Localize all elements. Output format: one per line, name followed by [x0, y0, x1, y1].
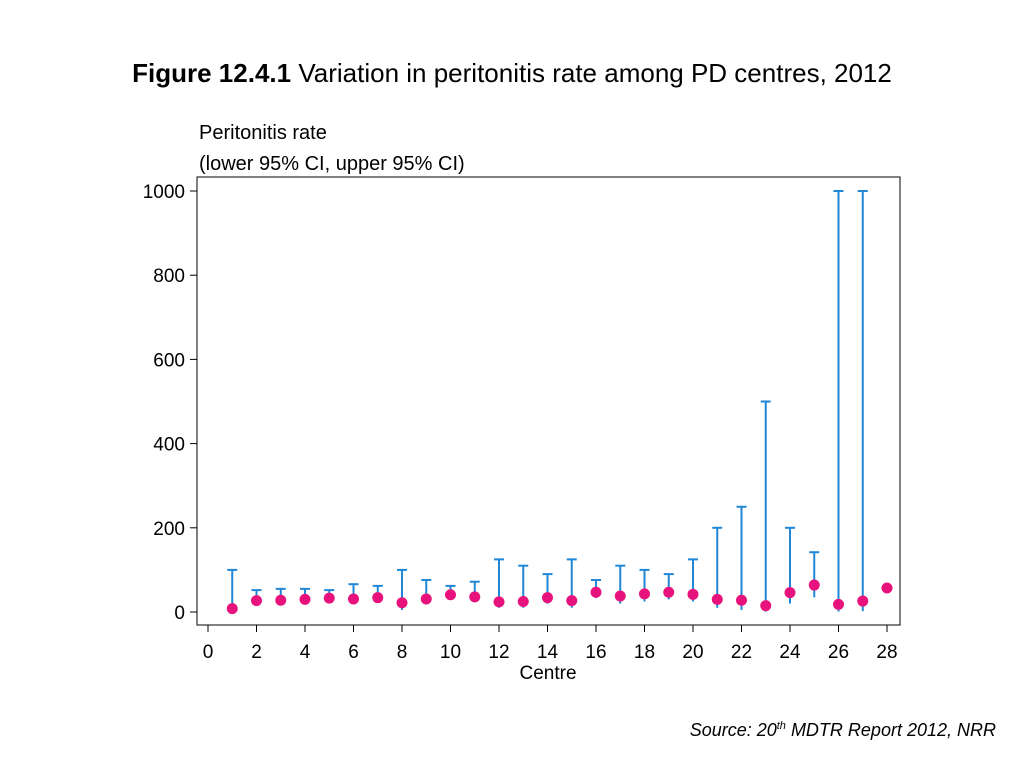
rate-point — [663, 586, 675, 598]
y-axis-label-line2: (lower 95% CI, upper 95% CI) — [199, 153, 465, 175]
x-tick-label: 28 — [876, 642, 897, 663]
x-tick-label: 26 — [828, 642, 849, 663]
y-axis-label: Peritonitis rate (lower 95% CI, upper 95… — [199, 118, 465, 180]
rate-point — [420, 593, 432, 605]
x-tick-label: 12 — [488, 642, 509, 663]
source-superscript: th — [776, 720, 786, 732]
x-tick-label: 14 — [537, 642, 559, 663]
x-tick-label: 10 — [440, 642, 461, 663]
plot-frame — [196, 176, 901, 626]
rate-point — [808, 579, 820, 591]
x-tick-label: 8 — [397, 642, 408, 663]
rate-point — [833, 598, 844, 610]
rate-point — [275, 594, 287, 606]
figure-label: Figure 12.4.1 — [132, 58, 292, 88]
rate-point — [857, 595, 869, 607]
x-tick-label: 0 — [203, 642, 214, 663]
rate-point — [711, 593, 723, 605]
rate-point — [396, 597, 408, 609]
x-tick-label: 6 — [348, 642, 359, 663]
rate-point — [639, 588, 650, 600]
rate-point — [590, 586, 602, 598]
x-axis-label: Centre — [519, 663, 576, 684]
rate-point — [493, 596, 505, 608]
x-tick-label: 24 — [779, 642, 801, 663]
rate-point — [736, 594, 747, 606]
rate-point — [614, 590, 626, 602]
rate-point — [542, 592, 553, 604]
rate-point — [760, 600, 772, 612]
y-tick-label: 800 — [153, 266, 185, 287]
rate-point — [251, 595, 262, 607]
source-suffix: MDTR Report 2012, NRR — [785, 720, 996, 740]
rate-point — [372, 592, 384, 604]
rate-point — [784, 587, 796, 599]
source-prefix: Source: 20 — [689, 720, 777, 740]
rate-point — [445, 589, 456, 601]
rate-point — [469, 591, 481, 603]
x-tick-label: 4 — [300, 642, 311, 663]
y-tick-label: 1000 — [143, 182, 185, 203]
rate-point — [299, 593, 311, 605]
figure-caption: Variation in peritonitis rate among PD c… — [298, 58, 892, 88]
y-axis-label-line1: Peritonitis rate — [199, 122, 327, 144]
source-note: Source: 20th MDTR Report 2012, NRR — [690, 720, 996, 741]
x-tick-label: 18 — [634, 642, 655, 663]
y-tick-label: 600 — [153, 350, 185, 371]
x-tick-label: 22 — [731, 642, 752, 663]
y-tick-label: 200 — [153, 519, 185, 540]
x-tick-label: 2 — [251, 642, 262, 663]
figure-title: Figure 12.4.1 Variation in peritonitis r… — [0, 58, 1024, 89]
x-tick-label: 16 — [585, 642, 606, 663]
y-tick-label: 400 — [153, 435, 185, 456]
rate-point — [687, 588, 699, 600]
rate-point — [566, 595, 578, 607]
x-tick-label: 20 — [682, 642, 703, 663]
y-tick-label: 0 — [174, 603, 185, 624]
rate-point — [881, 582, 893, 594]
rate-point — [323, 592, 335, 604]
rate-point — [517, 595, 529, 607]
rate-point — [226, 603, 238, 615]
rate-point — [348, 593, 359, 605]
